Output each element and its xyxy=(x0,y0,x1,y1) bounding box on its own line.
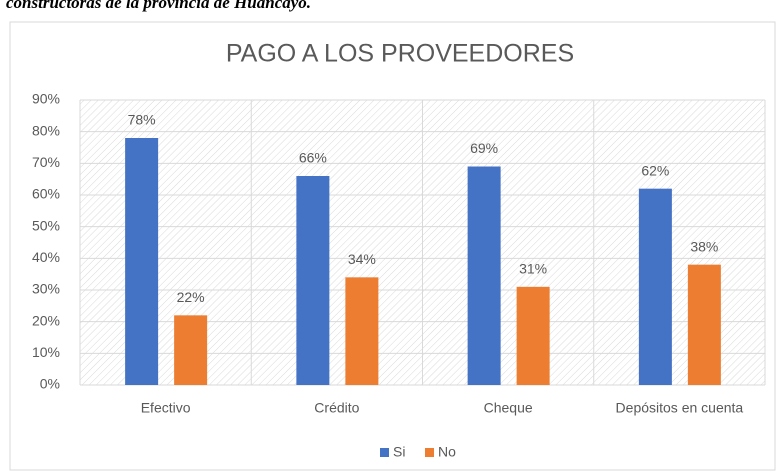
y-tick-label: 0% xyxy=(40,376,60,392)
legend-swatch xyxy=(380,448,389,457)
bar xyxy=(125,138,159,385)
legend-label: Si xyxy=(393,444,405,460)
data-label: 78% xyxy=(128,112,156,128)
legend-swatch xyxy=(425,448,434,457)
y-tick-label: 10% xyxy=(32,344,60,360)
y-tick-label: 50% xyxy=(32,217,60,233)
data-label: 34% xyxy=(348,251,376,267)
y-tick-label: 40% xyxy=(32,249,60,265)
y-tick-label: 20% xyxy=(32,312,60,328)
y-tick-label: 70% xyxy=(32,154,60,170)
y-tick-label: 30% xyxy=(32,281,60,297)
bar xyxy=(467,166,501,385)
bar xyxy=(296,176,330,385)
data-label: 62% xyxy=(641,162,669,178)
bar xyxy=(516,286,550,385)
x-tick-label: Crédito xyxy=(314,400,359,416)
y-tick-label: 80% xyxy=(32,122,60,138)
x-tick-label: Efectivo xyxy=(141,400,191,416)
y-tick-label: 90% xyxy=(32,91,60,107)
data-label: 31% xyxy=(519,261,547,277)
chart-title: PAGO A LOS PROVEEDORES xyxy=(226,40,574,68)
bar xyxy=(687,264,721,385)
y-tick-label: 60% xyxy=(32,186,60,202)
data-label: 22% xyxy=(177,289,205,305)
bar xyxy=(345,277,379,385)
data-label: 38% xyxy=(690,238,718,254)
bar xyxy=(174,315,208,385)
legend-label: No xyxy=(438,444,456,460)
data-label: 66% xyxy=(299,150,327,166)
caption: constructoras de la provincia de Huancay… xyxy=(6,0,311,12)
bar xyxy=(638,188,672,385)
x-tick-label: Depósitos en cuenta xyxy=(616,400,744,416)
x-tick-label: Cheque xyxy=(484,400,533,416)
data-label: 69% xyxy=(470,140,498,156)
